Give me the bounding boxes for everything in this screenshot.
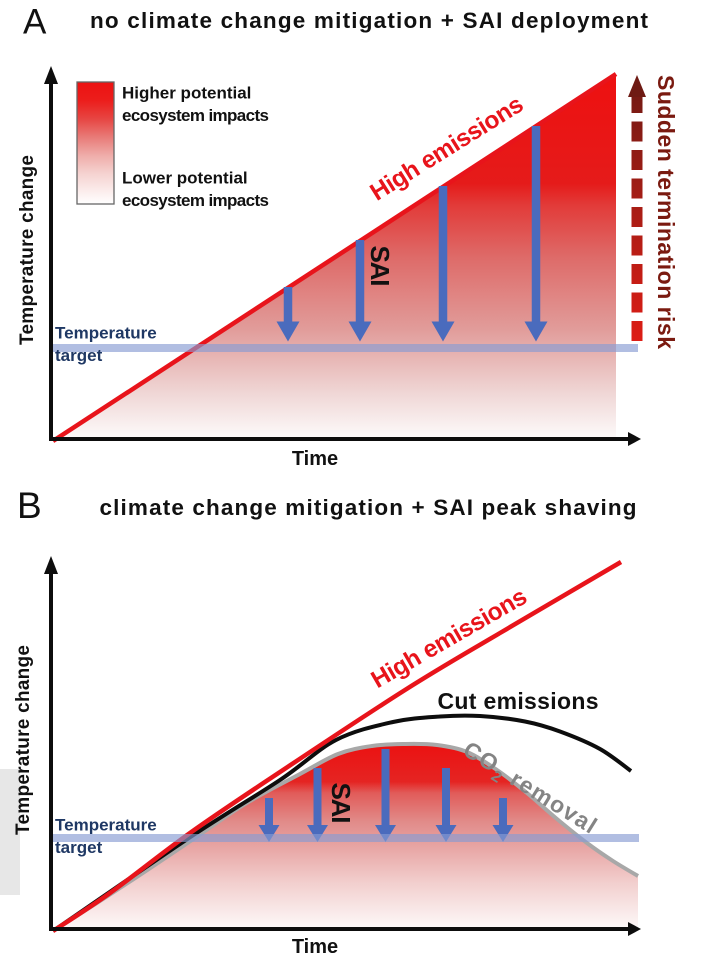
svg-text:Sudden termination risk: Sudden termination risk: [653, 75, 679, 349]
svg-text:Time: Time: [292, 936, 338, 958]
svg-text:Temperature: Temperature: [55, 816, 157, 835]
svg-text:B: B: [17, 485, 42, 526]
svg-text:Cut emissions: Cut emissions: [438, 688, 599, 714]
svg-text:Lower potential: Lower potential: [122, 169, 248, 188]
svg-text:Temperature: Temperature: [55, 324, 157, 343]
svg-text:Temperature change: Temperature change: [13, 645, 34, 835]
svg-text:target: target: [55, 346, 103, 365]
svg-text:ecosystem impacts: ecosystem impacts: [122, 191, 269, 210]
svg-text:Higher potential: Higher potential: [122, 84, 251, 103]
svg-text:ecosystem impacts: ecosystem impacts: [122, 106, 269, 125]
svg-text:High emissions: High emissions: [367, 583, 532, 694]
svg-text:climate change mitigation + SA: climate change mitigation + SAI peak sha…: [100, 495, 637, 520]
svg-text:no climate change mitigation +: no climate change mitigation + SAI deplo…: [90, 8, 649, 33]
svg-text:Time: Time: [292, 448, 338, 470]
svg-text:Temperature change: Temperature change: [17, 155, 38, 345]
svg-text:target: target: [55, 838, 103, 857]
svg-text:A: A: [23, 3, 47, 42]
svg-text:SAI: SAI: [365, 246, 395, 287]
svg-text:SAI: SAI: [326, 783, 356, 824]
